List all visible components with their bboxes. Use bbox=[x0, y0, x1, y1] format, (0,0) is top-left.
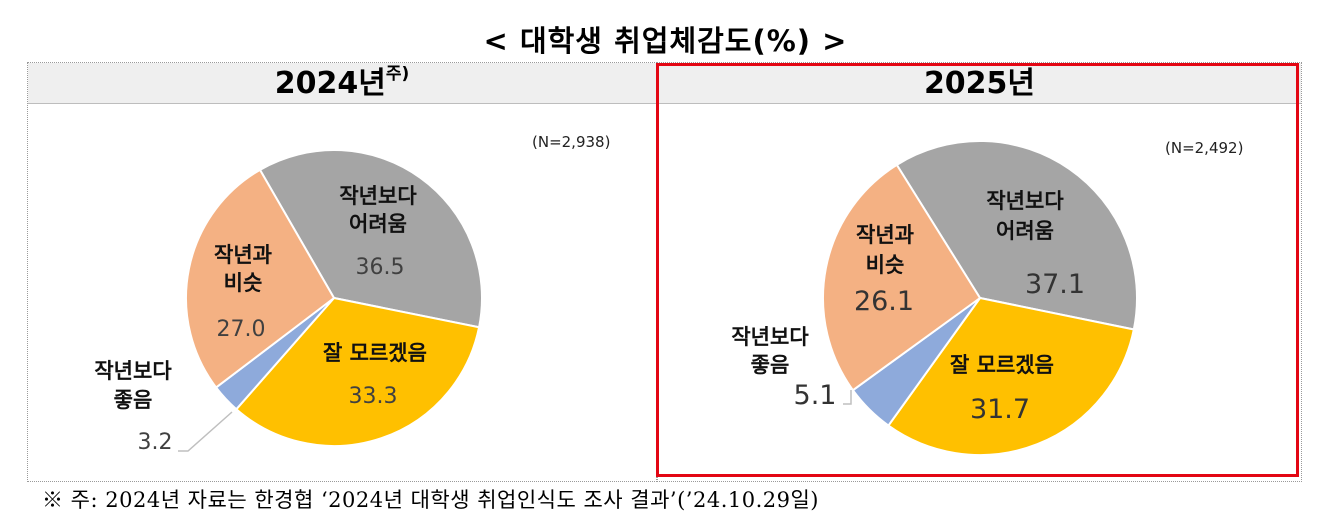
label-better-2025-2: 좋음 bbox=[751, 353, 790, 377]
slice-similar-2024 bbox=[185, 168, 336, 389]
footnote: ※ 주: 2024년 자료는 한경협 ‘2024년 대학생 취업인식도 조사 결… bbox=[42, 488, 820, 512]
label-not-sure-2024: 잘 모르겠음 bbox=[323, 341, 427, 365]
slice-not-sure-2025 bbox=[887, 296, 1136, 456]
label-better-2024: 작년보다 bbox=[94, 359, 172, 383]
leader-line-2024 bbox=[178, 411, 233, 452]
panel-2024-year: 2024년 bbox=[274, 66, 386, 101]
label-not-sure-2025: 잘 모르겠음 bbox=[950, 353, 1054, 377]
value-harder-2025: 37.1 bbox=[1025, 269, 1085, 300]
label-better-2024-2: 좋음 bbox=[114, 388, 153, 412]
panel-2025-year: 2025년 bbox=[923, 66, 1036, 101]
label-similar-2025-2: 비슷 bbox=[866, 253, 905, 277]
leader-line-2025 bbox=[843, 390, 852, 405]
label-better-2025: 작년보다 bbox=[731, 325, 809, 349]
value-not-sure-2025: 31.7 bbox=[970, 394, 1030, 425]
label-harder-2024-2: 어려움 bbox=[349, 212, 407, 236]
label-similar-2024: 작년과 bbox=[214, 243, 272, 267]
slice-similar-2025 bbox=[822, 163, 982, 392]
value-similar-2025: 26.1 bbox=[854, 286, 914, 317]
footnote-marker: 주) bbox=[385, 64, 410, 84]
sample-size-2025: (N=2,492) bbox=[1165, 139, 1244, 157]
value-harder-2024: 36.5 bbox=[356, 255, 405, 280]
value-better-2024: 3.2 bbox=[138, 430, 173, 455]
label-harder-2024: 작년보다 bbox=[339, 184, 417, 208]
value-better-2025: 5.1 bbox=[794, 380, 837, 411]
panel-2025-header: 2025년 bbox=[658, 63, 1301, 104]
panel-2024-header: 2024년주) bbox=[28, 63, 656, 104]
sample-size-2024: (N=2,938) bbox=[532, 133, 611, 151]
label-similar-2024-2: 비슷 bbox=[224, 271, 263, 295]
label-similar-2025: 작년과 bbox=[856, 223, 914, 247]
slice-harder-2025 bbox=[895, 140, 1138, 331]
slice-harder-2024 bbox=[258, 149, 483, 329]
value-similar-2024: 27.0 bbox=[217, 317, 266, 342]
chart-title: < 대학생 취업체감도(%) > bbox=[483, 24, 848, 58]
label-harder-2025: 작년보다 bbox=[986, 189, 1064, 213]
slice-not-sure-2024 bbox=[234, 296, 481, 447]
value-not-sure-2024: 33.3 bbox=[349, 384, 398, 409]
label-harder-2025-2: 어려움 bbox=[996, 219, 1054, 243]
